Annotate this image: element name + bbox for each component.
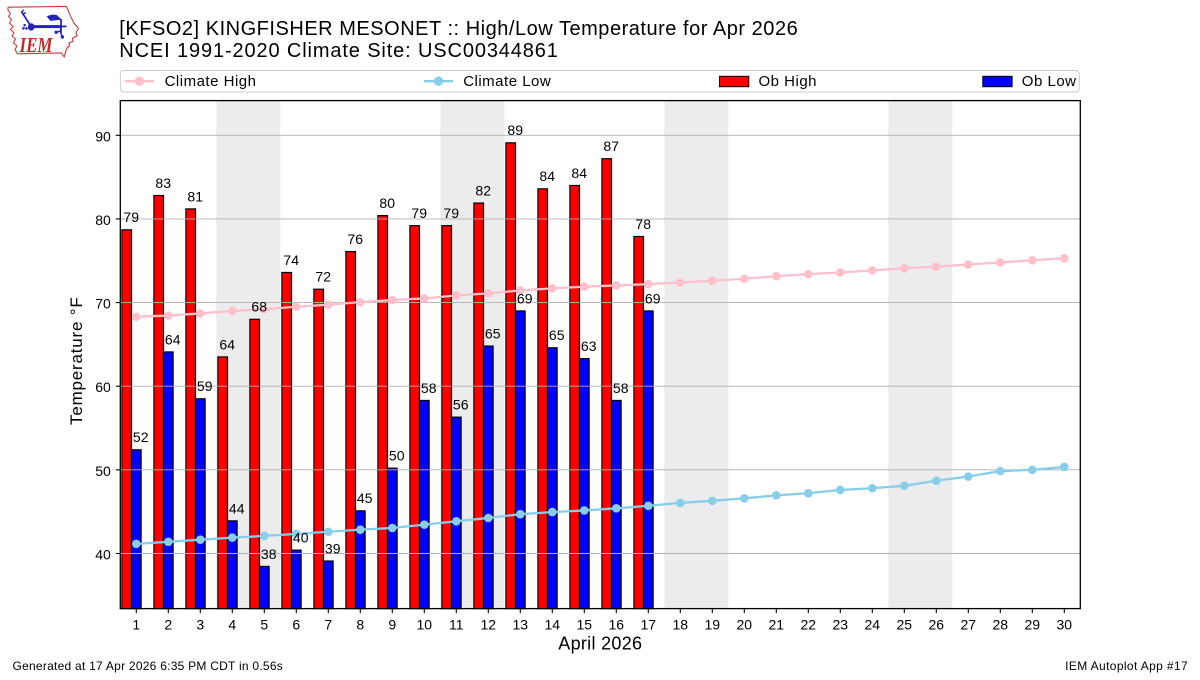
svg-text:25: 25 — [897, 617, 913, 633]
svg-text:81: 81 — [187, 188, 203, 204]
svg-text:89: 89 — [507, 122, 523, 138]
svg-text:16: 16 — [609, 617, 625, 633]
svg-text:64: 64 — [219, 336, 235, 352]
svg-text:4: 4 — [228, 617, 236, 633]
svg-text:79: 79 — [411, 205, 427, 221]
svg-text:84: 84 — [571, 165, 587, 181]
svg-text:IEM Autoplot App #17: IEM Autoplot App #17 — [1065, 659, 1188, 673]
svg-text:39: 39 — [325, 540, 341, 556]
svg-text:27: 27 — [961, 617, 977, 633]
svg-text:56: 56 — [453, 397, 469, 413]
svg-text:80: 80 — [379, 195, 395, 211]
svg-text:65: 65 — [549, 327, 565, 343]
svg-text:IEM: IEM — [19, 33, 54, 57]
svg-text:69: 69 — [517, 290, 533, 306]
svg-text:50: 50 — [389, 448, 405, 464]
svg-text:15: 15 — [577, 617, 593, 633]
svg-text:23: 23 — [833, 617, 849, 633]
svg-text:[KFSO2] KINGFISHER MESONET ::: [KFSO2] KINGFISHER MESONET :: High/Low T… — [119, 18, 798, 40]
svg-text:40: 40 — [293, 530, 309, 546]
svg-text:72: 72 — [315, 269, 331, 285]
svg-text:64: 64 — [165, 331, 181, 347]
svg-text:NCEI 1991-2020 Climate Site: U: NCEI 1991-2020 Climate Site: USC00344861 — [119, 40, 558, 62]
svg-text:April 2026: April 2026 — [558, 634, 642, 654]
svg-text:19: 19 — [705, 617, 721, 633]
svg-text:78: 78 — [635, 216, 651, 232]
svg-text:38: 38 — [261, 546, 277, 562]
svg-text:22: 22 — [801, 617, 817, 633]
svg-text:6: 6 — [292, 617, 300, 633]
svg-text:Climate High: Climate High — [165, 73, 257, 90]
svg-text:10: 10 — [417, 617, 433, 633]
svg-text:2: 2 — [164, 617, 172, 633]
svg-text:58: 58 — [421, 380, 437, 396]
svg-text:9: 9 — [388, 617, 396, 633]
svg-text:70: 70 — [95, 296, 111, 312]
svg-text:14: 14 — [545, 617, 561, 633]
svg-text:5: 5 — [260, 617, 268, 633]
svg-text:13: 13 — [513, 617, 529, 633]
svg-text:Ob Low: Ob Low — [1022, 73, 1077, 90]
svg-text:68: 68 — [251, 299, 267, 315]
svg-text:8: 8 — [356, 617, 364, 633]
svg-text:79: 79 — [123, 209, 139, 225]
svg-text:Generated at 17 Apr 2026 6:35: Generated at 17 Apr 2026 6:35 PM CDT in … — [13, 659, 284, 673]
svg-text:40: 40 — [95, 547, 111, 563]
svg-text:80: 80 — [95, 212, 111, 228]
svg-text:17: 17 — [641, 617, 657, 633]
svg-text:84: 84 — [539, 168, 555, 184]
svg-text:Ob High: Ob High — [759, 73, 818, 90]
svg-text:87: 87 — [603, 138, 619, 154]
svg-text:26: 26 — [929, 617, 945, 633]
svg-text:3: 3 — [196, 617, 204, 633]
svg-text:82: 82 — [475, 182, 491, 198]
svg-text:30: 30 — [1057, 617, 1073, 633]
svg-text:12: 12 — [481, 617, 497, 633]
svg-text:Temperature °F: Temperature °F — [67, 296, 86, 425]
svg-text:65: 65 — [485, 325, 501, 341]
svg-text:18: 18 — [673, 617, 689, 633]
svg-text:20: 20 — [737, 617, 753, 633]
svg-text:28: 28 — [993, 617, 1009, 633]
svg-text:1: 1 — [132, 617, 140, 633]
svg-text:63: 63 — [581, 338, 597, 354]
svg-text:59: 59 — [197, 378, 213, 394]
svg-text:50: 50 — [95, 463, 111, 479]
svg-text:74: 74 — [283, 252, 299, 268]
svg-text:24: 24 — [865, 617, 881, 633]
svg-text:45: 45 — [357, 490, 373, 506]
svg-text:7: 7 — [324, 617, 332, 633]
svg-text:11: 11 — [449, 617, 464, 633]
svg-text:44: 44 — [229, 500, 245, 516]
svg-text:60: 60 — [95, 379, 111, 395]
svg-text:69: 69 — [645, 290, 661, 306]
svg-text:90: 90 — [95, 128, 111, 144]
svg-text:Climate Low: Climate Low — [463, 73, 551, 90]
svg-text:52: 52 — [133, 429, 149, 445]
svg-text:21: 21 — [769, 617, 785, 633]
svg-text:83: 83 — [155, 175, 171, 191]
svg-text:76: 76 — [347, 231, 363, 247]
svg-text:29: 29 — [1025, 617, 1041, 633]
svg-text:79: 79 — [443, 205, 459, 221]
svg-text:58: 58 — [613, 380, 629, 396]
